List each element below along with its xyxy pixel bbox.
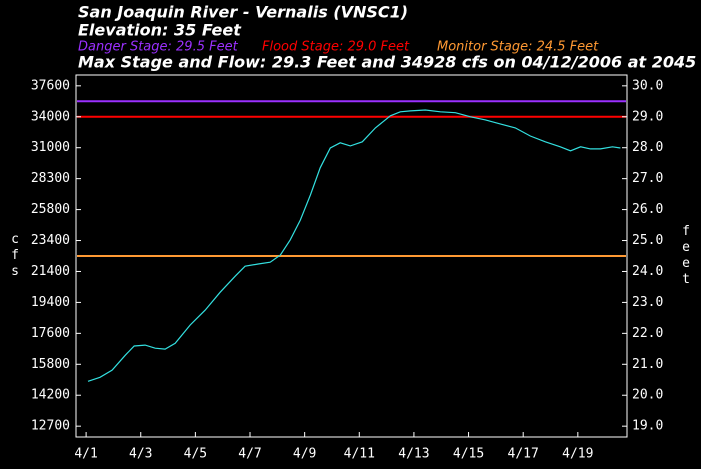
y-tick-label: 15800 [31,357,70,372]
flow-line [87,109,621,382]
x-tick-label: 4/19 [562,447,593,462]
y-tick-label: 34000 [31,109,70,124]
y2-tick-label: 20.0 [632,388,663,403]
y2-axis-label: feet [679,224,694,288]
chart-subtitle: Elevation: 35 Feet [78,21,242,40]
y-tick-label: 19400 [31,295,70,310]
x-tick-label: 4/13 [398,447,429,462]
y2-tick-label: 27.0 [632,171,663,186]
y2-tick-label: 22.0 [632,326,663,341]
x-tick-label: 4/3 [129,447,152,462]
y2-tick-label: 25.0 [632,233,663,248]
x-tick-label: 4/11 [344,447,375,462]
plot-frame [75,74,628,438]
stage-label: Monitor Stage: 24.5 Feet [437,40,599,55]
y-tick-label: 31000 [31,140,70,155]
chart-annotation: Max Stage and Flow: 29.3 Feet and 34928 … [78,53,701,72]
y-tick-label: 14200 [31,388,70,403]
y2-tick-label: 23.0 [632,295,663,310]
y-tick-label: 17600 [31,326,70,341]
y2-tick-label: 26.0 [632,202,663,217]
y-tick-label: 25800 [31,202,70,217]
chart-title: San Joaquin River - Vernalis (VNSC1) [78,3,408,22]
y2-tick-label: 21.0 [632,357,663,372]
y2-tick-label: 29.0 [632,109,663,124]
y2-tick-label: 30.0 [632,78,663,93]
x-tick-label: 4/15 [453,447,484,462]
stage-label: Flood Stage: 29.0 Feet [262,40,410,55]
x-tick-label: 4/17 [508,447,539,462]
y2-tick-label: 19.0 [632,419,663,434]
y-tick-label: 23400 [31,233,70,248]
x-tick-label: 4/9 [293,447,316,462]
x-tick-label: 4/1 [74,447,97,462]
y-tick-label: 21400 [31,264,70,279]
y-tick-label: 28300 [31,171,70,186]
y-axis-label: cfs [8,232,23,280]
y2-tick-label: 24.0 [632,264,663,279]
y2-tick-label: 28.0 [632,140,663,155]
y-tick-label: 12700 [31,419,70,434]
stage-label: Danger Stage: 29.5 Feet [78,40,239,55]
x-tick-label: 4/7 [238,447,261,462]
x-tick-label: 4/5 [184,447,207,462]
y-tick-label: 37600 [31,78,70,93]
